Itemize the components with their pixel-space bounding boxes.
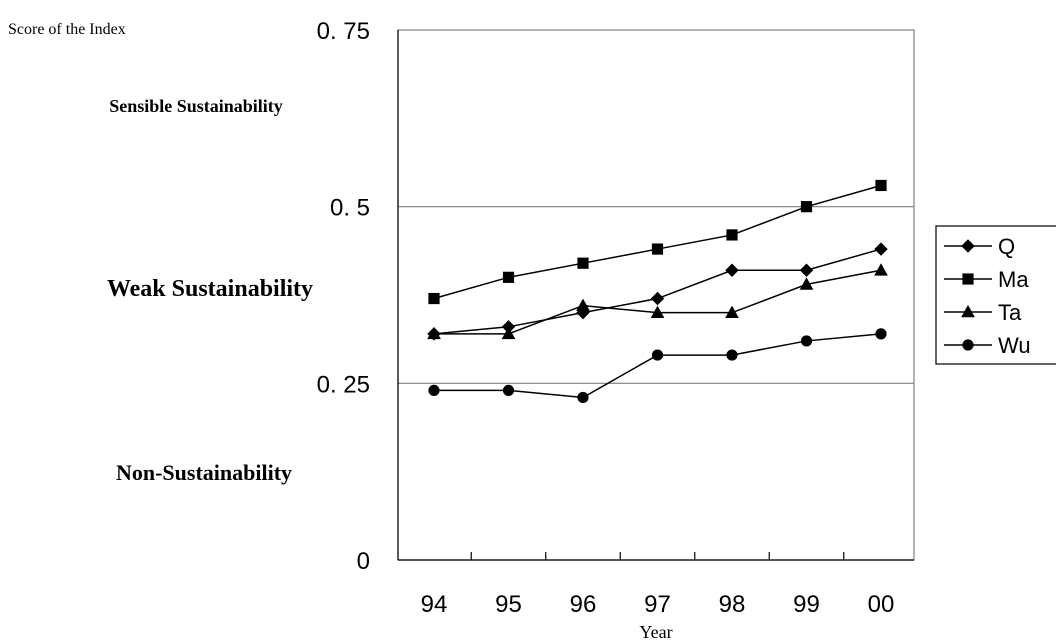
series-q [427, 242, 888, 341]
x-tick-label: 00 [868, 591, 895, 618]
y-tick-label: 0. 25 [317, 371, 370, 398]
data-point-circle [800, 335, 813, 347]
data-point-square [726, 229, 738, 241]
data-point-triangle [650, 305, 665, 318]
y-tick-label: 0 [357, 548, 370, 575]
x-axis-label: Year [639, 622, 672, 641]
y-tick-label: 0. 5 [330, 195, 370, 222]
series-ma [428, 179, 887, 305]
series-line [434, 333, 882, 399]
data-point-diamond [650, 291, 665, 306]
legend-item: Wu [944, 333, 1031, 358]
series-layer [427, 179, 888, 404]
data-point-triangle [501, 326, 516, 340]
data-point-diamond [799, 263, 814, 277]
data-point-square [577, 257, 589, 269]
data-point-triangle [799, 277, 814, 290]
data-point-circle [726, 349, 738, 361]
zone-label: Non-Sustainability [116, 460, 292, 485]
data-point-circle [875, 328, 887, 340]
data-point-square [800, 201, 813, 213]
data-point-square [502, 271, 515, 283]
x-ticks: 94 95 96 97 98 99 00 [421, 552, 895, 618]
data-point-circle [651, 349, 664, 361]
axes [397, 29, 915, 561]
legend-item: Q [944, 234, 1015, 259]
data-point-triangle [961, 304, 975, 318]
series-line [433, 248, 882, 335]
x-tick-label: 97 [644, 591, 671, 618]
data-point-circle [577, 391, 589, 404]
legend: Q Ma Ta Wu [935, 225, 1056, 365]
x-tick-label: 95 [495, 591, 522, 618]
data-point-square [875, 179, 887, 192]
data-point-triangle [725, 305, 739, 318]
data-point-square [962, 273, 974, 285]
series-ta [427, 263, 888, 340]
data-point-square [651, 243, 664, 255]
data-point-triangle [576, 298, 590, 311]
data-point-circle [502, 384, 515, 396]
data-point-triangle [427, 326, 441, 340]
data-point-circle [962, 339, 974, 351]
data-point-diamond [874, 242, 888, 256]
data-point-triangle [874, 263, 888, 276]
legend-label: Q [998, 234, 1015, 259]
x-tick-label: 99 [793, 591, 820, 618]
x-tick-label: 94 [421, 591, 448, 618]
series-line [433, 184, 882, 300]
data-point-square [428, 292, 440, 305]
series-wu [428, 328, 887, 404]
legend-label: Ma [998, 267, 1029, 292]
legend-item: Ma [944, 267, 1029, 292]
legend-box [935, 225, 1056, 365]
y-axis-label: Score of the Index [8, 21, 126, 38]
x-tick-label: 96 [570, 591, 597, 618]
data-point-diamond [725, 263, 739, 277]
zone-label: Weak Sustainability [107, 276, 313, 302]
y-ticks: 0 0. 25 0. 5 0. 75 [317, 18, 370, 575]
zone-label: Sensible Sustainability [109, 96, 283, 116]
x-tick-label: 98 [719, 591, 746, 618]
y-tick-label: 0. 75 [317, 18, 370, 45]
zone-labels: Sensible Sustainability Weak Sustainabili… [107, 96, 313, 485]
data-point-circle [428, 384, 440, 396]
legend-item: Ta [944, 300, 1022, 325]
gridlines [398, 206, 914, 384]
data-point-diamond [961, 239, 975, 253]
legend-label: Ta [998, 300, 1022, 325]
legend-label: Wu [998, 333, 1031, 358]
